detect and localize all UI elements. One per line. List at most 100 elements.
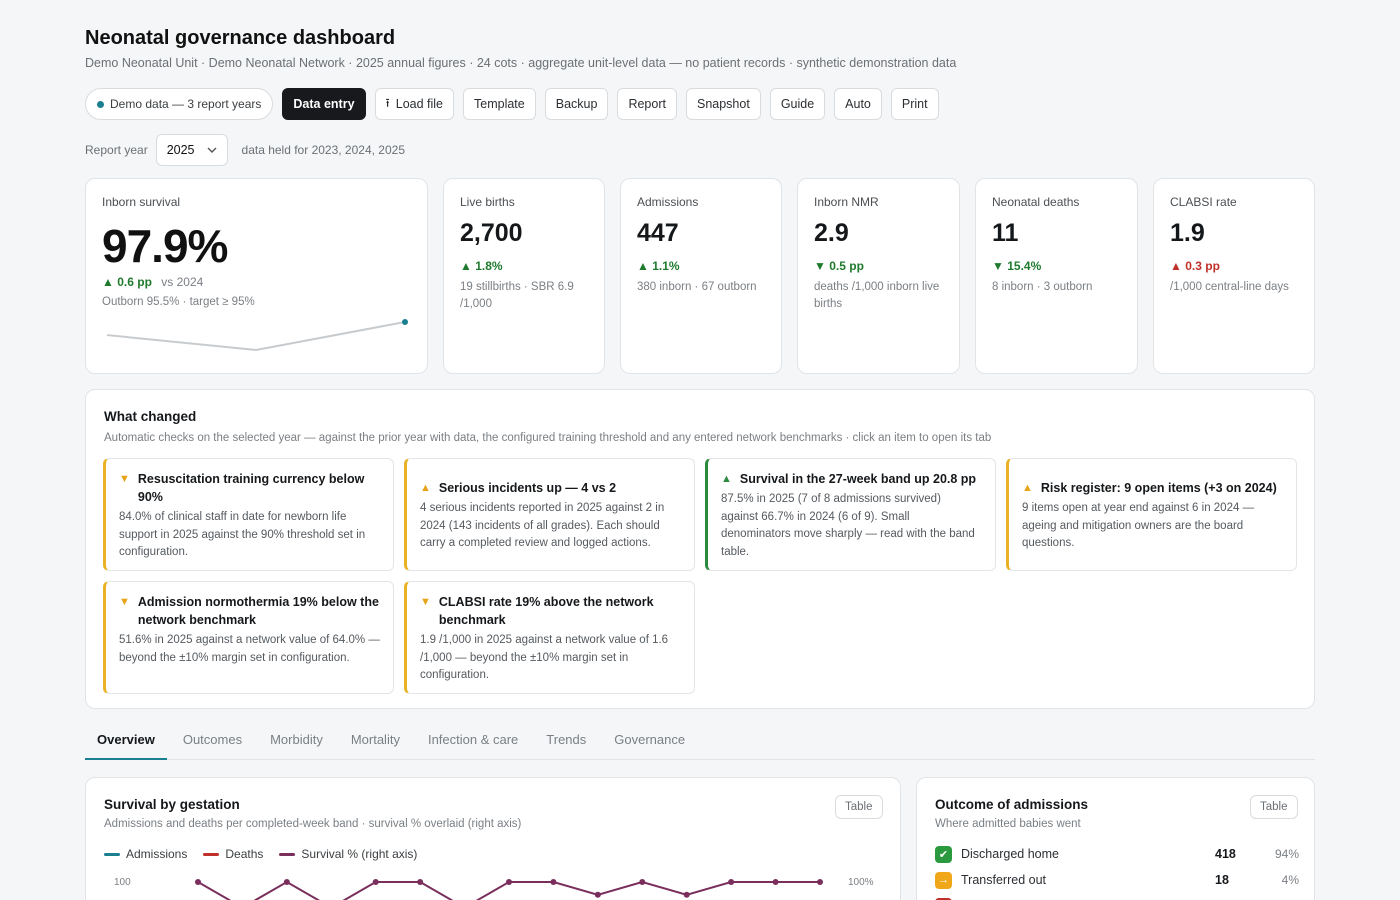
alert-title: Risk register: 9 open items (+3 on 2024) (1040, 481, 1277, 495)
alert-card[interactable]: ▲ Serious incidents up — 4 vs 2 4 serious… (404, 458, 695, 571)
tab-outcomes[interactable]: Outcomes (182, 732, 243, 747)
guide-button[interactable]: Guide (769, 88, 826, 120)
outcome-row: ✔ Discharged home 418 94% (935, 844, 1299, 864)
kpi-card-inborn-survival[interactable]: Inborn survival 97.9% ▲ 0.6 pp vs 2024 O… (85, 178, 428, 374)
kpi-card-clabsi-rate[interactable]: CLABSI rate 1.9 ▲ 0.3 pp /1,000 central-… (1153, 178, 1315, 374)
triangle-up-icon: ▲ (420, 482, 431, 494)
kpi-label: Inborn survival (102, 195, 181, 209)
load-file-button[interactable]: ⭱ Load file (374, 88, 455, 120)
alert-title: Serious incidents up — 4 vs 2 (438, 481, 617, 495)
chart-legend: Admissions Deaths Survival % (right axis… (104, 847, 417, 861)
kpi-delta-value: 1.1% (652, 259, 680, 273)
triangle-up-good-icon: ▲ (721, 473, 732, 485)
template-button[interactable]: Template (463, 88, 536, 120)
alert-card[interactable]: ▲ Survival in the 27-week band up 20.8 pp… (705, 458, 996, 571)
legend-swatch (203, 852, 220, 856)
triangle-down-icon: ▼ (992, 259, 1004, 273)
tab-trends[interactable]: Trends (546, 732, 587, 747)
triangle-up-icon: ▲ (1170, 259, 1182, 273)
triangle-up-icon: ▲ (637, 259, 649, 273)
auto-button[interactable]: Auto (834, 88, 882, 120)
kpi-note: 380 inborn · 67 outborn (637, 281, 757, 293)
sparkline (106, 319, 408, 352)
data-point-survival (594, 891, 601, 898)
table-toggle-button[interactable]: Table (835, 795, 883, 819)
legend-item-survival[interactable]: Survival % (right axis) (279, 847, 417, 861)
upload-icon: ⭱ (385, 95, 390, 110)
backup-button[interactable]: Backup (544, 88, 609, 120)
left-axis-tick: 100 (114, 877, 131, 888)
alert-card[interactable]: ▼ Resuscitation training currency below 9… (103, 458, 394, 571)
table-toggle-button[interactable]: Table (1250, 795, 1298, 819)
kpi-delta-value: 1.8% (475, 259, 503, 273)
kpi-note: 19 stillbirths · SBR 6.9 /1,000 (460, 281, 574, 310)
report-year-value: 2025 (166, 143, 195, 157)
kpi-card-neonatal-deaths[interactable]: Neonatal deaths 11 ▼ 15.4% 8 inborn · 3 … (975, 178, 1138, 374)
alert-title: CLABSI rate 19% above the network benchm… (438, 595, 654, 627)
outcome-percent: 94% (1274, 847, 1299, 861)
kpi-value: 2,700 (460, 219, 523, 247)
kpi-card-admissions[interactable]: Admissions 447 ▲ 1.1% 380 inborn · 67 ou… (620, 178, 782, 374)
tab-morbidity[interactable]: Morbidity (270, 732, 323, 747)
alert-body: 84.0% of clinical staff in date for newb… (119, 511, 366, 558)
data-point-survival (283, 879, 290, 885)
triangle-down-icon: ▼ (119, 473, 130, 485)
demo-data-button[interactable]: Demo data — 3 report years (85, 88, 274, 120)
legend-swatch (104, 852, 120, 856)
print-button[interactable]: Print (890, 88, 939, 120)
kpi-label: Live births (460, 195, 515, 209)
kpi-value: 2.9 (814, 219, 849, 247)
kpi-delta: ▲ 0.3 pp (1170, 259, 1220, 273)
sparkline-last-point (402, 319, 408, 325)
kpi-delta: ▲ 1.1% (637, 259, 680, 273)
what-changed-subtitle: Automatic checks on the selected year — … (104, 432, 992, 444)
what-changed-panel: What changed Automatic checks on the sel… (85, 389, 1315, 709)
alert-title: Resuscitation training currency below 90… (137, 472, 365, 504)
alert-title: Survival in the 27-week band up 20.8 pp (739, 472, 977, 486)
alert-title: Admission normothermia 19% below the net… (137, 595, 379, 627)
report-year-select[interactable]: 2025 (155, 134, 228, 166)
data-point-survival (683, 891, 690, 898)
outcome-count: 418 (1215, 847, 1236, 861)
kpi-label: Neonatal deaths (992, 195, 1080, 209)
survival-by-gestation-panel: Survival by gestation Admissions and dea… (85, 777, 901, 900)
outcome-of-admissions-panel: Outcome of admissions Where admitted bab… (916, 777, 1315, 900)
section-title: Survival by gestation (104, 797, 240, 812)
legend-item-deaths[interactable]: Deaths (203, 847, 263, 861)
kpi-delta: ▼ 15.4% (992, 259, 1041, 273)
page-subtitle: Demo Neonatal Unit · Demo Neonatal Netwo… (85, 56, 957, 70)
tab-governance[interactable]: Governance (614, 732, 686, 747)
chevron-down-icon (207, 147, 217, 153)
kpi-delta: ▲ 1.8% (460, 259, 503, 273)
cross-icon (935, 897, 952, 900)
alert-body: 9 items open at year end against 6 in 20… (1022, 502, 1255, 549)
load-file-label: Load file (395, 97, 444, 111)
section-subtitle: Admissions and deaths per completed-week… (104, 818, 522, 830)
kpi-label: Admissions (637, 195, 699, 209)
kpi-value: 1.9 (1170, 219, 1205, 247)
tab-mortality[interactable]: Mortality (350, 732, 400, 747)
report-button[interactable]: Report (617, 88, 677, 120)
kpi-card-live-births[interactable]: Live births 2,700 ▲ 1.8% 19 stillbirths … (443, 178, 605, 374)
legend-item-admissions[interactable]: Admissions (104, 847, 187, 861)
snapshot-button[interactable]: Snapshot (685, 88, 761, 120)
kpi-card-inborn-nmr[interactable]: Inborn NMR 2.9 ▼ 0.5 pp deaths /1,000 in… (797, 178, 960, 374)
kpi-note: /1,000 central-line days (1170, 281, 1289, 293)
kpi-label: CLABSI rate (1170, 195, 1237, 209)
data-entry-button[interactable]: Data entry (282, 88, 366, 120)
kpi-delta-value: 0.6 pp (117, 275, 152, 289)
data-point-survival (817, 879, 823, 885)
kpi-label: Inborn NMR (814, 195, 879, 209)
alert-body: 87.5% in 2025 (7 of 8 admissions survive… (721, 493, 975, 558)
tab-infection-care[interactable]: Infection & care (427, 732, 519, 747)
status-dot-icon (97, 100, 104, 108)
alert-card[interactable]: ▼ Admission normothermia 19% below the ne… (103, 581, 394, 694)
triangle-up-icon: ▲ (102, 275, 114, 289)
alert-card[interactable]: ▲ Risk register: 9 open items (+3 on 2024… (1006, 458, 1297, 571)
kpi-note: Outborn 95.5% · target ≥ 95% (102, 296, 255, 308)
kpi-value: 97.9% (102, 220, 228, 272)
alert-body: 1.9 /1,000 in 2025 against a network val… (420, 634, 669, 681)
alert-card[interactable]: ▼ CLABSI rate 19% above the network bench… (404, 581, 695, 694)
alert-body: 51.6% in 2025 against a network value of… (119, 634, 380, 664)
tab-overview[interactable]: Overview (85, 722, 167, 760)
